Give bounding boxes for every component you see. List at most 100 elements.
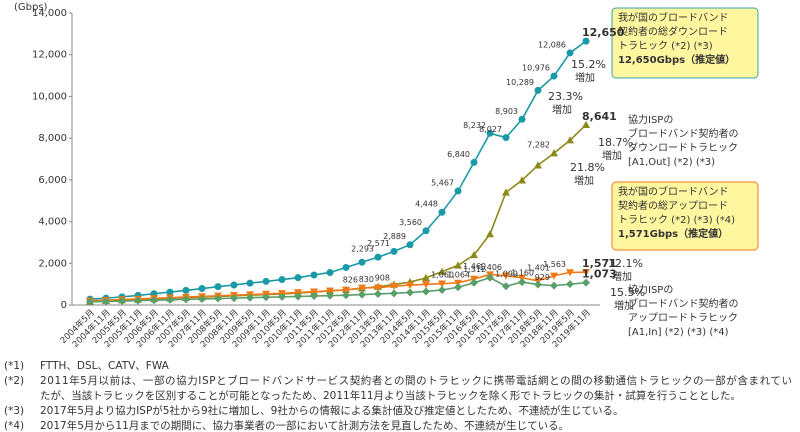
point — [246, 279, 254, 287]
point — [454, 283, 462, 292]
callout-text: アップロードトラヒック — [628, 312, 738, 324]
point — [342, 263, 350, 271]
point — [550, 72, 558, 80]
point — [502, 272, 510, 280]
point — [134, 296, 142, 305]
data-label: 1,060 — [431, 270, 454, 279]
growth-sub: 増加 — [575, 71, 595, 84]
callout-text: 我が国のブロードバンド — [618, 185, 729, 198]
point — [582, 120, 590, 128]
point — [406, 281, 414, 290]
point — [502, 282, 510, 291]
data-label: 3,560 — [399, 218, 422, 227]
growth-label: 12.1% — [608, 257, 643, 270]
point — [550, 149, 558, 157]
data-label: 1,160 — [511, 268, 534, 277]
point — [310, 292, 318, 301]
data-label: 12,086 — [538, 40, 566, 49]
point — [342, 286, 350, 294]
footnote-text: たが、当該トラヒックを区別することが可能となったため、2011年11月より当該ト… — [40, 389, 741, 402]
footnote-mark: (*3) — [4, 405, 24, 417]
point — [358, 290, 366, 299]
point — [422, 281, 430, 289]
y-axis-label: (Gbps) — [14, 2, 48, 13]
point — [566, 136, 574, 144]
y-tick-label: 12,000 — [32, 50, 67, 61]
data-label: 1,460 — [463, 262, 486, 271]
data-label: 4,448 — [415, 200, 438, 209]
data-label: 908 — [375, 274, 390, 283]
callout-text: 協力ISPの — [628, 113, 673, 126]
growth-label: 15.5% — [610, 286, 645, 299]
point — [230, 281, 238, 289]
callout-text: [A1,Out] (*2) (*3) — [628, 157, 715, 168]
point — [390, 247, 398, 255]
data-label: 929 — [535, 273, 550, 282]
point — [566, 49, 574, 57]
data-label: 12,650 — [582, 26, 625, 39]
point — [550, 272, 558, 280]
point — [342, 291, 350, 300]
data-label: 10,289 — [506, 78, 534, 87]
point — [374, 289, 382, 298]
point — [518, 176, 526, 184]
data-label: 8,903 — [495, 107, 518, 116]
data-label: 1,406 — [479, 263, 502, 272]
y-tick-label: 8,000 — [38, 133, 67, 144]
point — [278, 276, 286, 284]
point — [534, 161, 542, 169]
data-label: 1,401 — [527, 263, 550, 272]
point — [582, 37, 590, 45]
callout-text: 我が国のブロードバンド — [618, 11, 729, 24]
point — [422, 227, 430, 235]
point — [486, 230, 494, 238]
y-tick-label: 14,000 — [32, 8, 67, 19]
point — [294, 292, 302, 301]
point — [310, 271, 318, 279]
point — [422, 287, 430, 296]
data-label: 8,027 — [479, 125, 502, 134]
point — [374, 253, 382, 261]
footnote-mark: (*2) — [4, 375, 24, 387]
growth-sub: 増加 — [612, 270, 632, 283]
data-label: 8,232 — [463, 121, 486, 130]
footnote-text: 2017年5月より協力ISPが5社から9社に増加し、9社からの情報による集計値及… — [40, 404, 624, 417]
point — [374, 284, 382, 292]
point — [390, 282, 398, 291]
callout-text: [A1,In] (*2) (*3) (*4) — [628, 327, 729, 338]
y-tick-label: 2,000 — [38, 258, 67, 269]
point — [246, 293, 254, 302]
point — [214, 283, 222, 291]
point — [582, 278, 590, 287]
callout-text: トラヒック (*2) (*3) — [618, 40, 713, 52]
y-tick-label: 4,000 — [38, 217, 67, 228]
point — [406, 288, 414, 297]
point — [502, 188, 510, 196]
data-label: 2,571 — [367, 239, 390, 248]
point — [582, 269, 590, 277]
point — [278, 292, 286, 301]
data-label: 8,641 — [582, 110, 617, 123]
footnote-text: FTTH、DSL、CATV、FWA — [40, 360, 170, 372]
data-label: 1,099 — [495, 270, 518, 279]
footnote-mark: (*1) — [4, 360, 24, 372]
point — [534, 86, 542, 94]
data-label: 1,312 — [463, 265, 486, 274]
point — [262, 293, 270, 302]
point — [486, 273, 494, 282]
data-label: 1,073 — [582, 268, 617, 281]
point — [550, 281, 558, 290]
point — [454, 261, 462, 269]
footnote-mark: (*4) — [4, 420, 24, 432]
point — [566, 280, 574, 289]
data-label: 7,282 — [527, 141, 550, 150]
point — [118, 297, 126, 306]
point — [326, 268, 334, 276]
point — [198, 294, 206, 303]
point — [454, 187, 462, 195]
point — [102, 297, 110, 306]
point — [326, 287, 334, 295]
growth-label: 18.7% — [598, 136, 633, 149]
point — [294, 274, 302, 282]
